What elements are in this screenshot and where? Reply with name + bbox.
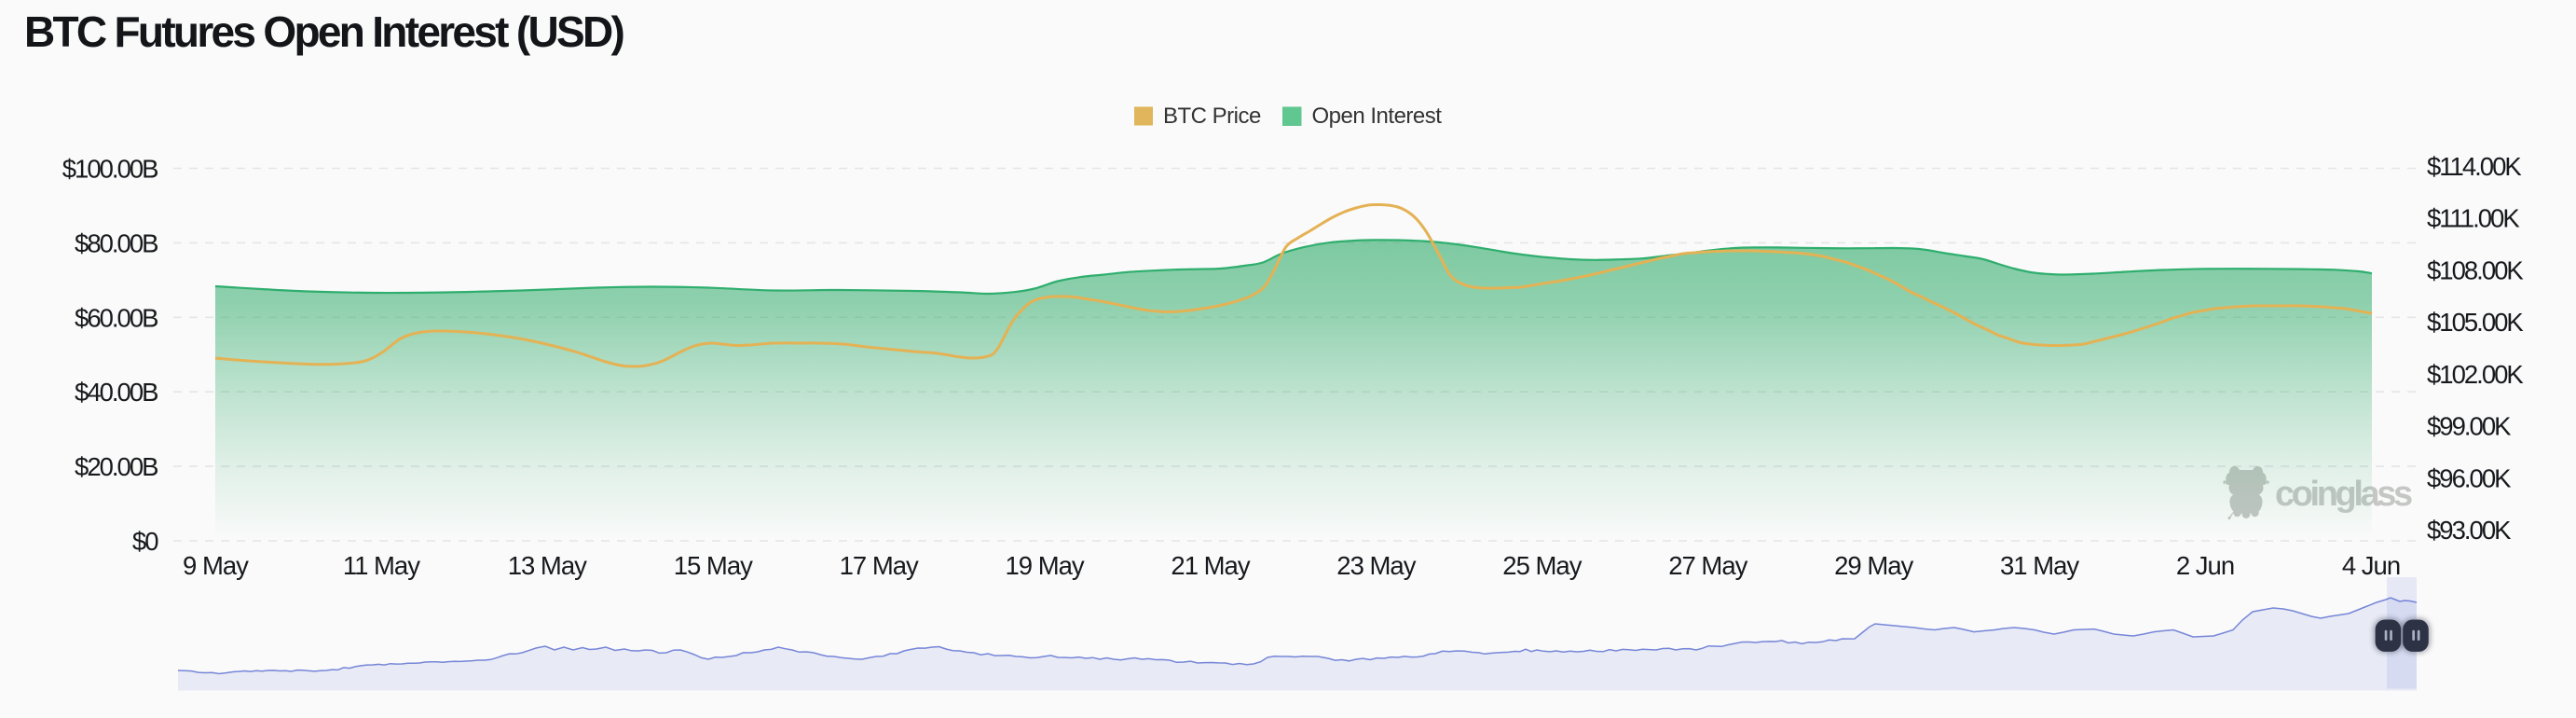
svg-text:$108.00K: $108.00K (2427, 255, 2524, 284)
svg-text:$105.00K: $105.00K (2427, 308, 2524, 337)
svg-text:$80.00B: $80.00B (75, 228, 158, 257)
svg-text:23 May: 23 May (1336, 551, 1416, 580)
svg-text:BTC Price: BTC Price (1163, 104, 1261, 129)
svg-text:29 May: 29 May (1834, 551, 1913, 580)
svg-text:25 May: 25 May (1502, 551, 1582, 580)
svg-text:19 May: 19 May (1006, 551, 1085, 580)
svg-text:$93.00K: $93.00K (2427, 516, 2512, 545)
svg-text:21 May: 21 May (1171, 551, 1250, 580)
svg-text:Open Interest: Open Interest (1312, 104, 1443, 129)
svg-text:$102.00K: $102.00K (2427, 360, 2524, 389)
svg-text:$114.00K: $114.00K (2427, 152, 2522, 181)
svg-text:13 May: 13 May (508, 551, 587, 580)
svg-text:$100.00B: $100.00B (62, 155, 158, 184)
svg-text:31 May: 31 May (2000, 551, 2079, 580)
svg-text:$60.00B: $60.00B (75, 303, 158, 332)
svg-text:4 Jun: 4 Jun (2342, 551, 2400, 580)
svg-text:9 May: 9 May (183, 551, 249, 580)
svg-text:$111.00K: $111.00K (2427, 204, 2520, 233)
svg-text:$96.00K: $96.00K (2427, 463, 2512, 492)
svg-text:$20.00B: $20.00B (75, 452, 158, 481)
svg-text:17 May: 17 May (840, 551, 919, 580)
svg-text:15 May: 15 May (674, 551, 753, 580)
svg-text:27 May: 27 May (1668, 551, 1747, 580)
svg-text:2 Jun: 2 Jun (2176, 551, 2234, 580)
svg-text:BTC Futures Open Interest (USD: BTC Futures Open Interest (USD) (24, 7, 624, 56)
svg-text:$99.00K: $99.00K (2427, 412, 2512, 441)
svg-text:$40.00B: $40.00B (75, 378, 158, 407)
svg-text:$0: $0 (132, 527, 158, 556)
svg-text:11 May: 11 May (343, 551, 420, 580)
